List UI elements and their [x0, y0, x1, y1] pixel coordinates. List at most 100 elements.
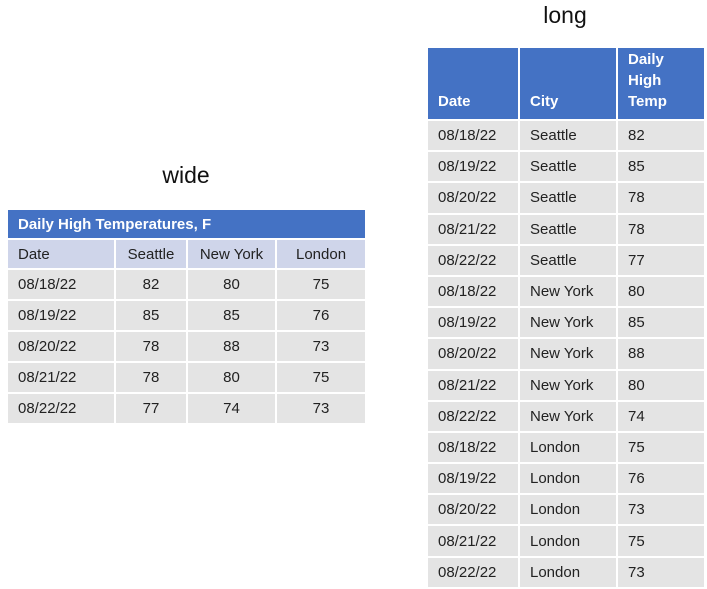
long-cell: London — [518, 493, 618, 527]
table-row: 08/22/22 Seattle 77 — [426, 243, 706, 277]
long-cell: New York — [518, 337, 618, 371]
long-cell: 08/19/22 — [426, 306, 520, 340]
table-row: 08/22/22 77 74 73 — [6, 392, 368, 425]
long-cell: Seattle — [518, 243, 618, 277]
long-cell: London — [518, 555, 618, 589]
table-row: 08/18/22 New York 80 — [426, 274, 706, 309]
wide-table-title: Daily High Temperatures, F — [5, 208, 368, 240]
long-cell: Seattle — [518, 181, 618, 215]
long-cell: 75 — [616, 524, 706, 558]
long-cell: 80 — [616, 274, 706, 309]
wide-cell: 82 — [114, 268, 188, 301]
long-cell: New York — [518, 274, 618, 309]
long-cell: 85 — [616, 150, 706, 184]
long-cell: 08/20/22 — [426, 493, 520, 527]
wide-table-body: 08/18/22 82 80 75 08/19/22 85 85 76 08/20/22 78 88… — [6, 268, 368, 425]
table-row: 08/19/22 London 76 — [426, 462, 706, 496]
long-header-cell: Date — [426, 46, 520, 121]
wide-cell: 08/21/22 — [6, 361, 116, 394]
long-cell: 74 — [616, 399, 706, 433]
long-cell: 80 — [616, 368, 706, 402]
long-cell: New York — [518, 368, 618, 402]
long-cell: 85 — [616, 306, 706, 340]
long-cell: 08/21/22 — [426, 524, 520, 558]
table-row: 08/18/22 Seattle 82 — [426, 118, 706, 153]
long-cell: 08/22/22 — [426, 555, 520, 589]
long-cell: 08/21/22 — [426, 368, 520, 402]
wide-cell: 85 — [186, 299, 277, 332]
table-row: 08/21/22 Seattle 78 — [426, 212, 706, 246]
long-cell: 82 — [616, 118, 706, 153]
table-row: 08/21/22 London 75 — [426, 524, 706, 558]
wide-cell: 73 — [274, 392, 368, 425]
long-cell: 08/21/22 — [426, 212, 520, 246]
long-cell: 08/18/22 — [426, 430, 520, 465]
wide-cell: 08/19/22 — [6, 299, 116, 332]
table-row: 08/20/22 Seattle 78 — [426, 181, 706, 215]
wide-header-cell: Seattle — [114, 238, 188, 270]
long-cell: 75 — [616, 430, 706, 465]
long-cell: 08/20/22 — [426, 181, 520, 215]
long-header-row: Date City Daily High Temp — [426, 46, 706, 121]
long-cell: London — [518, 462, 618, 496]
table-row: 08/20/22 78 88 73 — [6, 330, 368, 363]
wide-table: Daily High Temperatures, F Date Seattle Ne… — [5, 208, 368, 425]
long-header-cell: City — [518, 46, 618, 121]
wide-caption: wide — [162, 162, 210, 188]
long-cell: 78 — [616, 181, 706, 215]
long-cell: Seattle — [518, 150, 618, 184]
long-cell: 76 — [616, 462, 706, 496]
long-cell: 73 — [616, 493, 706, 527]
table-row: 08/20/22 New York 88 — [426, 337, 706, 371]
long-cell: 08/22/22 — [426, 243, 520, 277]
long-cell: Seattle — [518, 118, 618, 153]
table-row: 08/18/22 London 75 — [426, 430, 706, 465]
long-cell: 08/18/22 — [426, 118, 520, 153]
wide-cell: 77 — [114, 392, 188, 425]
long-cell: 08/22/22 — [426, 399, 520, 433]
long-header-cell: Daily High Temp — [616, 46, 706, 121]
long-table: Date City Daily High Temp 08/18/22 Seattle 82 0… — [426, 46, 706, 589]
table-row: 08/21/22 78 80 75 — [6, 361, 368, 394]
wide-cell: 76 — [274, 299, 368, 332]
wide-cell: 75 — [274, 268, 368, 301]
wide-cell: 78 — [114, 361, 188, 394]
table-row: 08/19/22 Seattle 85 — [426, 150, 706, 184]
table-row: 08/20/22 London 73 — [426, 493, 706, 527]
long-cell: 08/20/22 — [426, 337, 520, 371]
long-cell: London — [518, 524, 618, 558]
wide-cell: 08/20/22 — [6, 330, 116, 363]
wide-header-cell: Date — [6, 238, 116, 270]
long-cell: London — [518, 430, 618, 465]
long-cell: New York — [518, 306, 618, 340]
wide-cell: 74 — [186, 392, 277, 425]
wide-title-row: Daily High Temperatures, F — [5, 208, 368, 240]
wide-cell: 08/18/22 — [6, 268, 116, 301]
wide-cell: 08/22/22 — [6, 392, 116, 425]
table-row: 08/19/22 85 85 76 — [6, 299, 368, 332]
long-cell: New York — [518, 399, 618, 433]
table-row: 08/22/22 London 73 — [426, 555, 706, 589]
long-cell: 73 — [616, 555, 706, 589]
table-row: 08/19/22 New York 85 — [426, 306, 706, 340]
long-cell: 08/19/22 — [426, 462, 520, 496]
long-cell: 77 — [616, 243, 706, 277]
table-row: 08/18/22 82 80 75 — [6, 268, 368, 301]
long-cell: 08/18/22 — [426, 274, 520, 309]
long-cell: 88 — [616, 337, 706, 371]
table-row: 08/21/22 New York 80 — [426, 368, 706, 402]
long-cell: 78 — [616, 212, 706, 246]
long-cell: Seattle — [518, 212, 618, 246]
long-caption: long — [543, 2, 587, 28]
wide-cell: 88 — [186, 330, 277, 363]
wide-cell: 85 — [114, 299, 188, 332]
wide-cell: 78 — [114, 330, 188, 363]
wide-cell: 73 — [274, 330, 368, 363]
long-cell: 08/19/22 — [426, 150, 520, 184]
wide-header-cell: New York — [186, 238, 277, 270]
wide-cell: 80 — [186, 268, 277, 301]
wide-header-cell: London — [274, 238, 368, 270]
wide-cell: 75 — [274, 361, 368, 394]
table-row: 08/22/22 New York 74 — [426, 399, 706, 433]
long-table-body: 08/18/22 Seattle 82 08/19/22 Seattle 85 08/20/… — [426, 118, 706, 589]
